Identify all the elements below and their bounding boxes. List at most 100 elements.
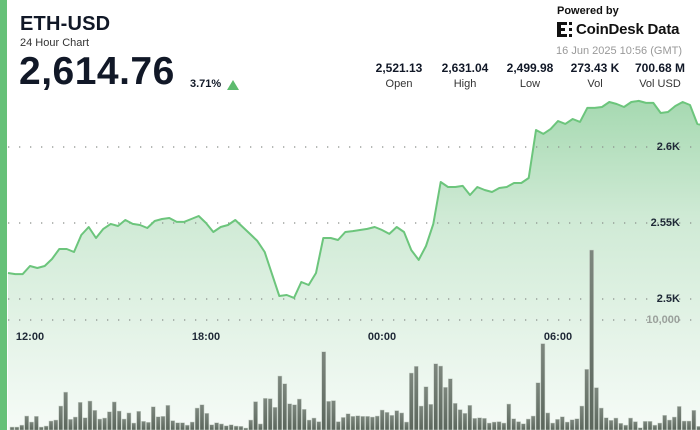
volume-bar [564, 421, 570, 430]
stat-open: 2,521.13 Open [364, 61, 434, 90]
x-tick-label: 06:00 [543, 331, 573, 343]
volume-bar [248, 419, 253, 430]
up-triangle-icon [227, 80, 239, 90]
coindesk-data-logo[interactable]: CoinDesk Data [557, 21, 679, 38]
volume-bar [535, 382, 541, 430]
chart-subtitle: 24 Hour Chart [20, 37, 90, 49]
volume-bar [521, 423, 526, 430]
volume-bar [433, 363, 439, 430]
volume-bar [321, 351, 327, 430]
volume-bar [136, 411, 141, 430]
volume-bar [170, 420, 176, 430]
volume-bar [262, 398, 268, 430]
volume-bar [306, 419, 312, 430]
stat-label: Vol USD [639, 78, 681, 90]
volume-bar [516, 421, 521, 430]
volume-bar [623, 424, 628, 430]
volume-bar [34, 416, 39, 430]
volume-bar [345, 413, 351, 430]
x-tick-label: 00:00 [367, 331, 397, 343]
volume-bar [540, 343, 546, 430]
volume-bar [228, 424, 234, 430]
volume-bar [58, 405, 64, 430]
volume-bar [355, 415, 361, 430]
volume-bar [569, 419, 575, 430]
volume-bar [38, 426, 44, 430]
current-price: 2,614.76 [19, 50, 175, 93]
volume-bar [316, 421, 322, 430]
volume-bar [525, 418, 531, 430]
volume-bar [399, 412, 404, 430]
volume-bar [409, 372, 414, 430]
volume-bar [29, 421, 34, 430]
symbol-title: ETH-USD [20, 13, 111, 35]
volume-bar [209, 424, 215, 430]
volume-bar [301, 409, 307, 430]
volume-bar [637, 427, 643, 430]
volume-bar [87, 400, 93, 430]
volume-bar [691, 410, 697, 430]
volume-bar [657, 422, 663, 430]
volume-bar [155, 416, 161, 430]
volume-bar [267, 398, 273, 430]
volume-bar [618, 423, 624, 430]
stat-value: 2,521.13 [375, 61, 423, 75]
y-tick-label: 2.55K [650, 217, 680, 229]
volume-bar [350, 416, 356, 430]
volume-bar [336, 421, 341, 430]
volume-bar [97, 418, 103, 430]
volume-bar [511, 418, 516, 430]
volume-bar [443, 387, 448, 430]
volume-bar [214, 422, 219, 430]
brand-name: CoinDesk Data [576, 21, 680, 38]
volume-bar [326, 401, 331, 430]
volume-bar [423, 386, 429, 430]
stat-value: 2,631.04 [441, 61, 489, 75]
volume-bar [112, 401, 117, 430]
volume-bar [146, 422, 151, 430]
stat-label: Vol [587, 78, 603, 90]
volume-bar [180, 422, 185, 430]
price-line [7, 99, 700, 299]
volume-bar [311, 417, 317, 430]
volume-bar [116, 410, 122, 430]
volume-bar [204, 413, 210, 430]
volume-bar [594, 387, 599, 430]
x-tick-label: 12:00 [15, 331, 45, 343]
volume-bar [107, 411, 112, 430]
volume-bar [662, 415, 667, 430]
volume-bar [506, 403, 512, 430]
volume-bar [9, 426, 15, 430]
volume-bar [102, 417, 107, 430]
volume-bar [277, 375, 283, 430]
volume-bar [584, 369, 590, 430]
volume-bar [131, 422, 137, 430]
volume-bar [165, 405, 171, 430]
volume-bar [448, 378, 453, 430]
volume-bar [219, 423, 224, 430]
volume-bar [389, 415, 395, 430]
stat-high: 2,631.04 High [430, 61, 500, 90]
volume-bar [603, 417, 609, 430]
volume-bar [667, 419, 672, 430]
stat-value: 273.43 K [570, 61, 620, 75]
volume-bar [550, 422, 555, 430]
volume-bar [233, 425, 239, 430]
volume-bar [82, 417, 88, 430]
volume-bar [555, 419, 560, 430]
volume-bar [672, 416, 677, 430]
volume-bar [340, 417, 346, 430]
volume-bar [272, 407, 278, 430]
volume-bar [681, 420, 687, 430]
volume-bar [297, 398, 302, 430]
volume-bar [413, 366, 419, 430]
volume-bar [360, 416, 365, 430]
volume-bar [258, 423, 263, 430]
volume-tick-label: 10,000 [646, 314, 680, 326]
volume-bar [14, 426, 20, 430]
volume-bar [599, 407, 604, 430]
volume-bar [496, 421, 502, 430]
volume-bar [199, 404, 205, 430]
volume-bar [530, 415, 536, 430]
